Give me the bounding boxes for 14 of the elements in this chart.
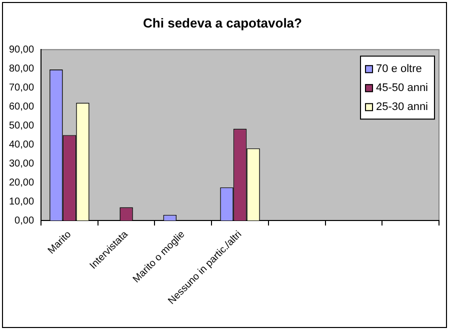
y-tick-label: 70,00 [8,82,34,94]
y-tick-label: 30,00 [8,158,34,170]
y-tick-label: 20,00 [8,177,34,188]
legend-label: 25-30 anni [376,101,428,114]
y-tick-label: 90,00 [8,44,34,56]
y-tick-label: 10,00 [8,196,34,208]
y-tick-label: 50,00 [8,120,34,132]
y-tick-label: 40,00 [8,139,34,150]
y-tick-label: 80,00 [8,63,34,74]
y-tick-label: 0,00 [14,215,34,226]
legend-label: 70 e oltre [376,63,422,76]
legend-label: 45-50 anni [376,82,428,94]
chart-title: Chi sedeva a capotavola? [143,15,302,30]
y-tick-label: 60,00 [8,101,34,112]
